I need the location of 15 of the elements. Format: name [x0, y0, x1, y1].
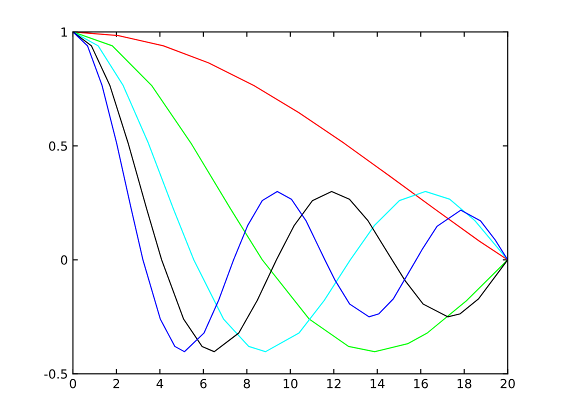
x-tick-label: 10 [284, 378, 298, 388]
x-tick-label: 18 [458, 378, 472, 388]
y-tick-label: -0.5 [44, 369, 67, 379]
x-tick-label: 0 [70, 378, 76, 388]
y-tick-label: 1 [61, 28, 67, 37]
x-tick-label: 20 [500, 378, 515, 388]
x-tick-label: 12 [327, 378, 340, 388]
x-tick-label: 14 [370, 379, 385, 388]
x-tick-label: 8 [244, 378, 250, 388]
y-tick-label: 0.5 [49, 141, 67, 151]
x-tick-label: 2 [113, 378, 120, 388]
x-tick-label: 4 [156, 379, 164, 388]
x-tick-label: 6 [200, 378, 207, 388]
y-tick-label: 0 [60, 255, 68, 265]
x-tick-label: 16 [414, 378, 428, 388]
